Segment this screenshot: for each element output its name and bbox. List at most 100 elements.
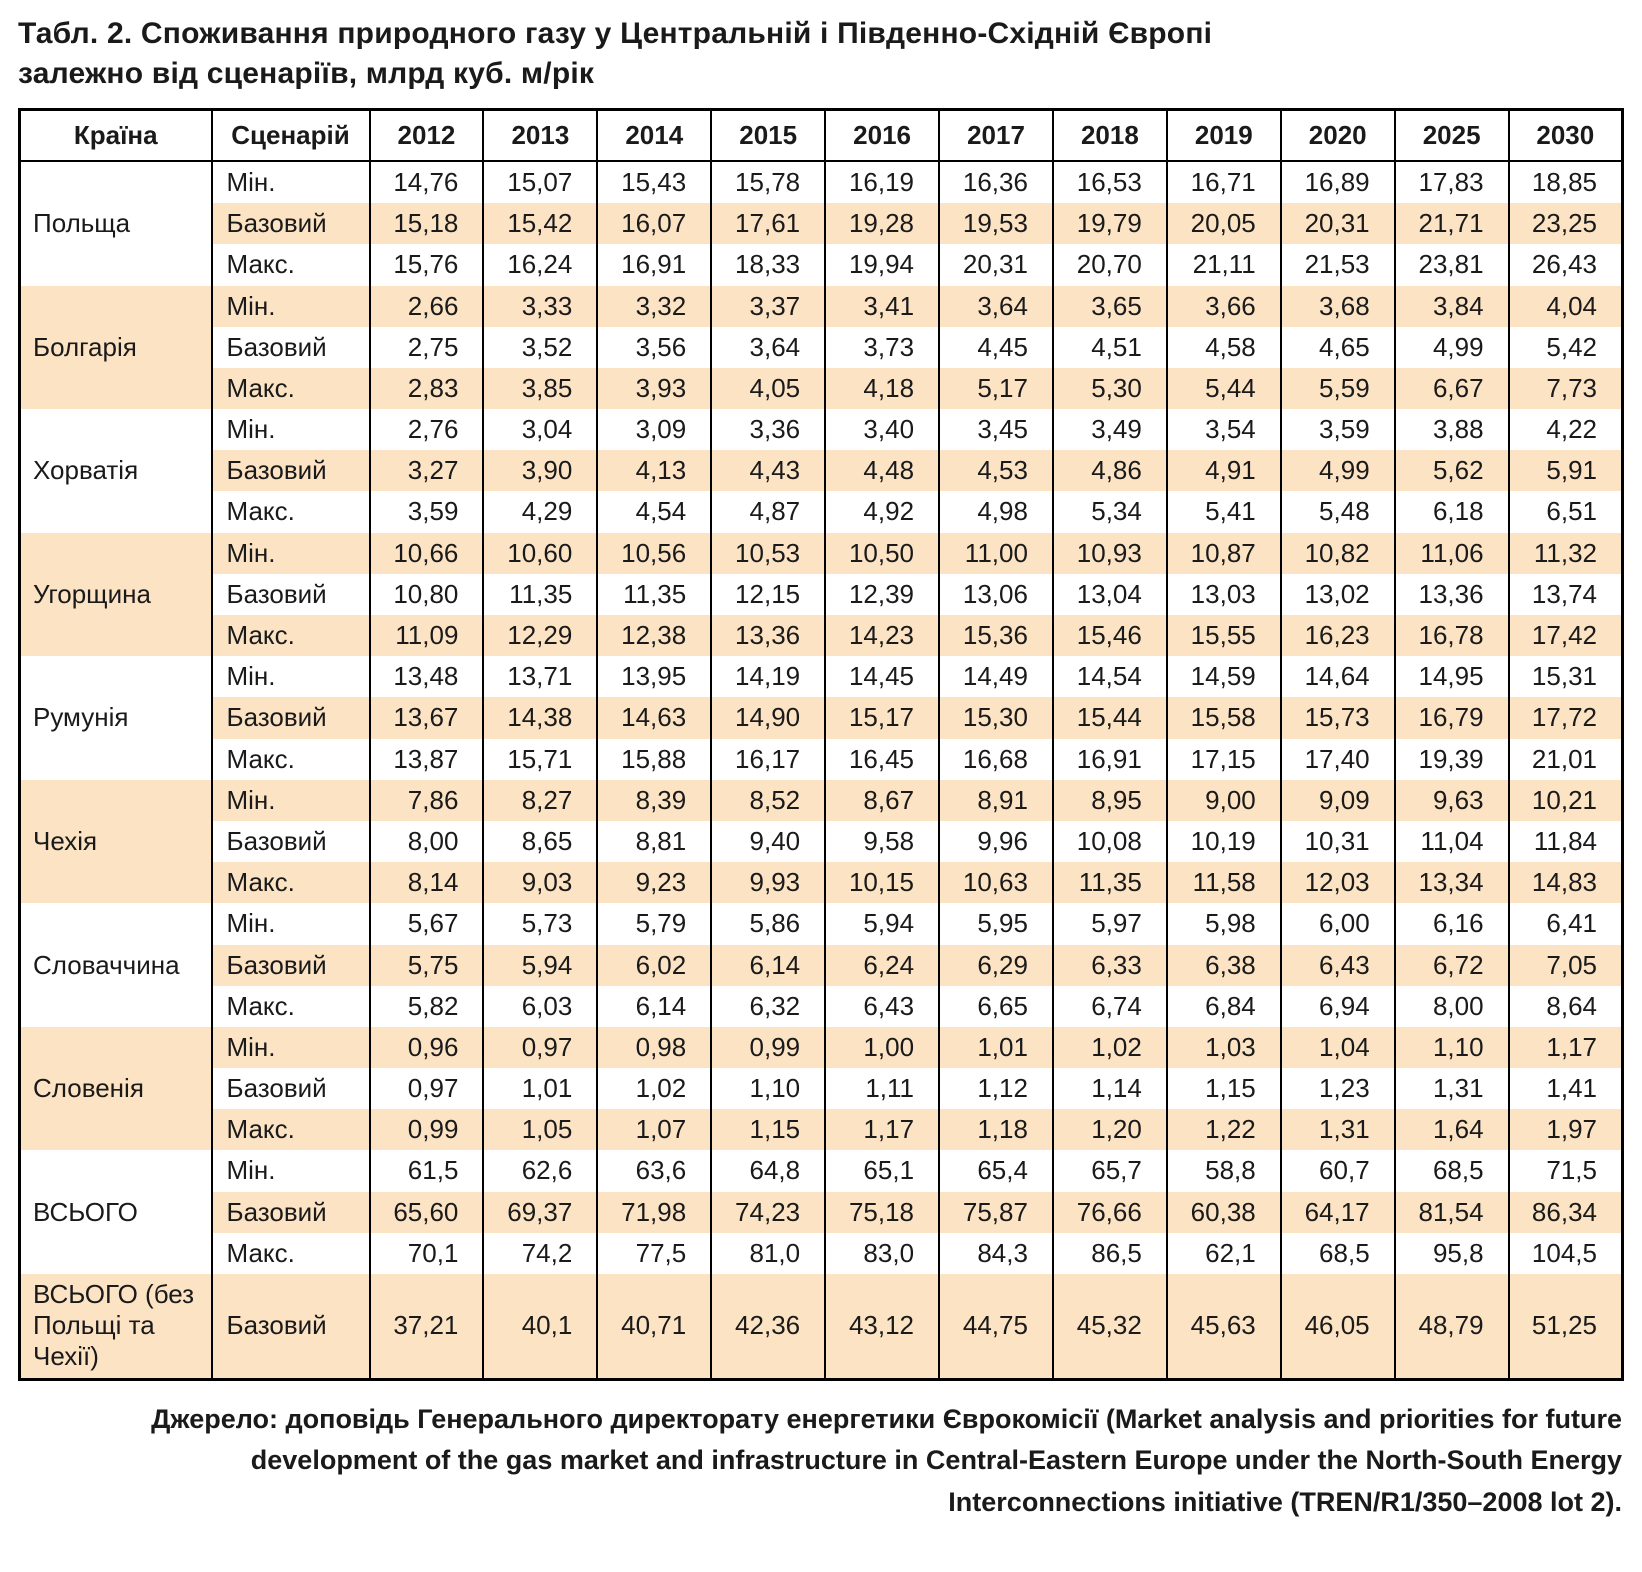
value-cell: 6,43 — [824, 985, 940, 1027]
value-cell: 10,21 — [1507, 779, 1623, 821]
value-cell: 10,63 — [938, 862, 1053, 904]
value-cell: 71,98 — [596, 1191, 712, 1233]
table-row: Базовий 15,18 15,42 16,07 17,61 19,28 19,53 19,… — [20, 203, 1623, 245]
value-cell: 8,67 — [824, 779, 940, 821]
value-cell: 10,15 — [824, 862, 940, 904]
country-cell: Словенія — [19, 1026, 212, 1151]
value-cell: 8,39 — [596, 779, 712, 821]
value-cell: 1,01 — [938, 1026, 1053, 1069]
scenario-cell: Базовий — [210, 1068, 370, 1110]
value-cell: 1,03 — [1165, 1026, 1281, 1069]
value-cell: 5,62 — [1393, 450, 1509, 492]
value-cell: 68,5 — [1279, 1232, 1395, 1275]
value-cell: 5,95 — [938, 903, 1053, 945]
value-cell: 15,46 — [1051, 615, 1167, 657]
value-cell: 9,23 — [596, 862, 712, 904]
value-cell: 64,8 — [710, 1150, 826, 1192]
value-cell: 4,48 — [824, 450, 940, 492]
col-header-year: 2019 — [1165, 109, 1281, 162]
value-cell: 10,08 — [1051, 820, 1167, 863]
value-cell: 75,87 — [938, 1191, 1053, 1233]
value-cell: 3,65 — [1051, 285, 1167, 327]
value-cell: 11,84 — [1507, 820, 1623, 863]
value-cell: 6,84 — [1165, 985, 1281, 1027]
value-cell: 3,64 — [710, 326, 826, 368]
col-header-year: 2020 — [1279, 109, 1395, 162]
value-cell: 9,93 — [710, 862, 826, 904]
value-cell: 1,05 — [482, 1109, 598, 1151]
value-cell: 6,38 — [1165, 944, 1281, 986]
value-cell: 13,36 — [710, 615, 826, 657]
value-cell: 3,90 — [482, 450, 598, 492]
value-cell: 4,04 — [1507, 285, 1623, 327]
value-cell: 1,18 — [938, 1109, 1053, 1151]
value-cell: 21,11 — [1165, 244, 1281, 286]
value-cell: 14,23 — [824, 615, 940, 657]
value-cell: 15,76 — [368, 244, 484, 286]
value-cell: 20,70 — [1051, 244, 1167, 286]
value-cell: 69,37 — [482, 1191, 598, 1233]
value-cell: 3,85 — [482, 367, 598, 410]
scenario-cell: Макс. — [210, 244, 370, 286]
value-cell: 14,38 — [482, 697, 598, 739]
value-cell: 3,49 — [1051, 409, 1167, 451]
value-cell: 11,35 — [1051, 862, 1167, 904]
value-cell: 8,65 — [482, 820, 598, 863]
scenario-cell: Мін. — [210, 532, 370, 574]
value-cell: 5,91 — [1507, 450, 1623, 492]
country-cell: Хорватія — [33, 455, 139, 486]
value-cell: 21,01 — [1507, 738, 1623, 780]
scenario-cell: Базовий — [210, 450, 370, 492]
value-cell: 14,54 — [1051, 656, 1167, 698]
value-cell: 5,94 — [824, 903, 940, 945]
table-row: Базовий 3,27 3,90 4,13 4,43 4,48 4,53 4,86 4,91 4… — [20, 450, 1623, 492]
table-title: Табл. 2. Споживання природного газу у Це… — [18, 14, 1624, 94]
value-cell: 5,17 — [938, 367, 1053, 410]
table-row: Болгарія Мін. 2,66 3,33 3,32 3,37 3,41 3,64 3,65… — [19, 285, 1623, 410]
value-cell: 16,36 — [938, 160, 1053, 204]
value-cell: 23,81 — [1393, 244, 1509, 286]
value-cell: 3,04 — [482, 409, 598, 451]
table-row: Макс. 11,09 12,29 12,38 13,36 14,23 15,36 15,46… — [20, 615, 1623, 657]
source-note-line1: Джерело: доповідь Генерального директора… — [151, 1403, 1622, 1434]
value-cell: 3,36 — [710, 409, 826, 451]
value-cell: 1,17 — [824, 1109, 940, 1151]
value-cell: 61,5 — [368, 1150, 484, 1192]
value-cell: 104,5 — [1507, 1232, 1623, 1275]
value-cell: 10,82 — [1279, 532, 1395, 574]
table-title-line2: залежно від сценаріїв, млрд куб. м/рік — [18, 56, 595, 90]
value-cell: 5,79 — [596, 903, 712, 945]
value-cell: 0,99 — [710, 1026, 826, 1069]
value-cell: 48,79 — [1393, 1274, 1509, 1380]
scenario-cell: Базовий — [210, 1191, 370, 1233]
value-cell: 1,10 — [1393, 1026, 1509, 1069]
value-cell: 13,02 — [1279, 573, 1395, 616]
value-cell: 44,75 — [938, 1274, 1053, 1380]
scenario-cell: Базовий — [210, 697, 370, 739]
col-header-year: 2017 — [938, 109, 1053, 162]
value-cell: 9,58 — [824, 820, 940, 863]
value-cell: 14,95 — [1393, 656, 1509, 698]
value-cell: 19,79 — [1051, 203, 1167, 245]
value-cell: 11,35 — [596, 573, 712, 616]
value-cell: 5,73 — [482, 903, 598, 945]
table-row: Словаччина Мін. 5,67 5,73 5,79 5,86 5,94 5,95 5,… — [20, 903, 1623, 980]
value-cell: 21,71 — [1393, 203, 1509, 245]
header-row: Країна Сценарій 2012 2013 2014 2015 2016… — [19, 109, 1623, 162]
scenario-cell: Макс. — [210, 738, 370, 780]
value-cell: 6,03 — [482, 985, 598, 1027]
value-cell: 6,94 — [1279, 985, 1395, 1027]
value-cell: 1,31 — [1279, 1109, 1395, 1151]
table-row: Чехія Мін. 7,86 8,27 8,39 8,52 8,67 8,91 8,95 9,0… — [19, 779, 1623, 904]
value-cell: 7,05 — [1507, 944, 1623, 986]
value-cell: 10,19 — [1165, 820, 1281, 863]
value-cell: 15,07 — [482, 160, 598, 204]
value-cell: 1,22 — [1165, 1109, 1281, 1151]
value-cell: 9,96 — [938, 820, 1053, 863]
value-cell: 10,87 — [1165, 532, 1281, 574]
value-cell: 16,71 — [1165, 160, 1281, 204]
value-cell: 13,95 — [596, 656, 712, 698]
value-cell: 1,15 — [1165, 1068, 1281, 1110]
scenario-cell: Мін. — [210, 409, 370, 451]
table-row: Базовий 10,80 11,35 11,35 12,15 12,39 13,06 13,… — [20, 573, 1623, 616]
